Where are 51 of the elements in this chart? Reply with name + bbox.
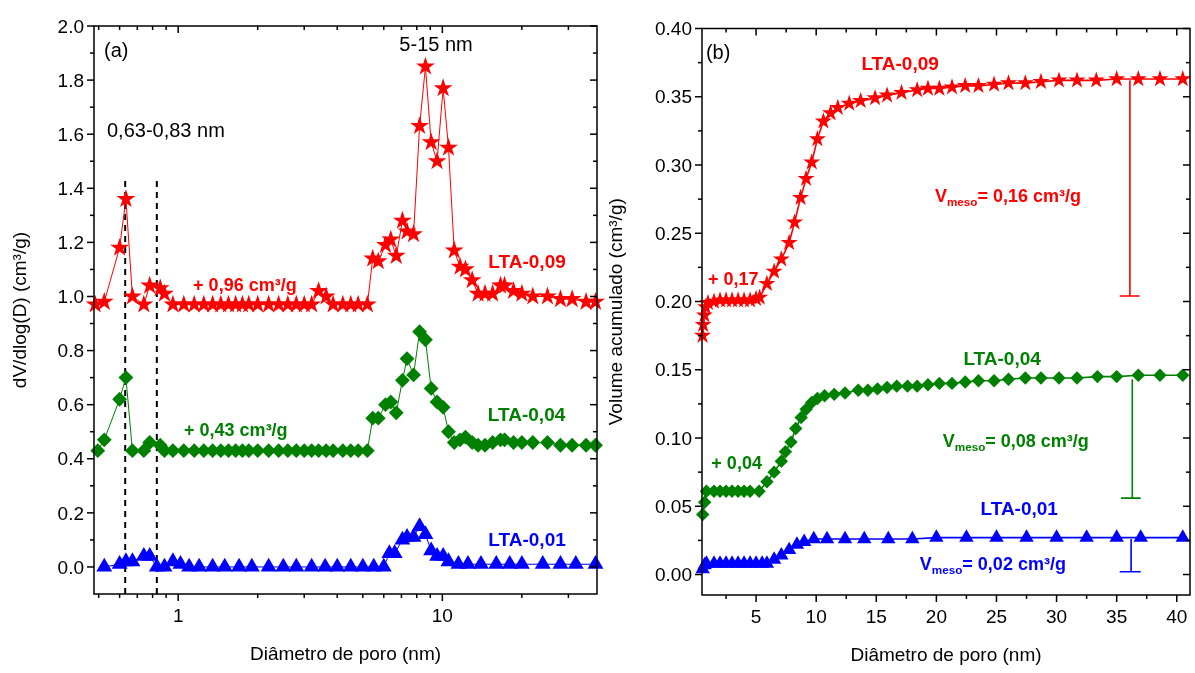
x-tick-label: 35 xyxy=(1106,606,1128,627)
y-axis-title: Volume acumulado (cm³/g) xyxy=(605,198,626,426)
y-tick-label: 0.05 xyxy=(655,495,692,517)
annotation: (b) xyxy=(705,40,731,63)
y-tick-label: 0.0 xyxy=(57,556,84,578)
y-tick-label: 1.4 xyxy=(57,177,85,199)
annotation: V$_{meso}$= 0,02 cm³/g xyxy=(919,554,1066,576)
y-tick-label: 0.20 xyxy=(655,291,692,313)
y-tick-label: 1.6 xyxy=(57,123,84,145)
series-label: LTA-0,01 xyxy=(488,528,567,550)
annotation: + 0,17 xyxy=(707,269,759,290)
annotation: + 0,96 cm³/g xyxy=(193,274,297,295)
series-label: LTA-0,01 xyxy=(980,497,1059,519)
x-axis-title: Diâmetro de poro (nm) xyxy=(249,643,442,664)
y-tick-label: 1.0 xyxy=(57,286,84,308)
series-label: LTA-0,09 xyxy=(861,52,939,74)
y-tick-label: 0.00 xyxy=(655,564,692,586)
x-tick-label: 20 xyxy=(925,606,947,627)
series-label: LTA-0,04 xyxy=(963,348,1042,370)
y-tick-label: 0.10 xyxy=(655,427,692,449)
annotation: 0,63-0,83 nm xyxy=(107,118,225,141)
x-tick-label: 30 xyxy=(1046,606,1068,627)
annotation: V$_{meso}$= 0,16 cm³/g xyxy=(934,185,1082,208)
y-tick-label: 0.2 xyxy=(57,502,84,524)
y-tick-label: 0.25 xyxy=(655,222,692,244)
y-tick-label: 2.0 xyxy=(57,15,84,37)
y-axis-title: dV/dlog(D) (cm³/g) xyxy=(9,231,30,389)
y-tick-label: 0.35 xyxy=(655,86,692,108)
x-tick-label: 1 xyxy=(172,605,184,626)
y-tick-label: 0.15 xyxy=(655,359,692,381)
annotation: + 0,43 cm³/g xyxy=(184,419,288,440)
y-tick-label: 1.8 xyxy=(57,69,84,91)
x-tick-label: 10 xyxy=(431,605,453,626)
y-tick-label: 1.2 xyxy=(57,232,84,254)
y-tick-label: 0.8 xyxy=(57,340,84,362)
annotation: V$_{meso}$= 0,08 cm³/g xyxy=(942,430,1089,453)
annotation: + 0,04 xyxy=(711,452,762,473)
annotation: 5-15 nm xyxy=(399,32,473,55)
x-tick-label: 25 xyxy=(985,606,1008,627)
series-label: LTA-0,09 xyxy=(488,251,566,273)
x-axis-title: Diâmetro de poro (nm) xyxy=(850,644,1042,665)
x-tick-label: 10 xyxy=(805,606,827,627)
series-label: LTA-0,04 xyxy=(487,403,566,425)
y-tick-label: 0.4 xyxy=(57,448,85,470)
annotation: (a) xyxy=(104,38,129,61)
x-tick-label: 5 xyxy=(750,606,762,627)
y-tick-label: 0.40 xyxy=(655,18,692,40)
y-tick-label: 0.6 xyxy=(57,394,84,416)
x-tick-label: 15 xyxy=(865,606,887,627)
x-tick-label: 40 xyxy=(1166,606,1188,627)
y-tick-label: 0.30 xyxy=(655,154,692,176)
